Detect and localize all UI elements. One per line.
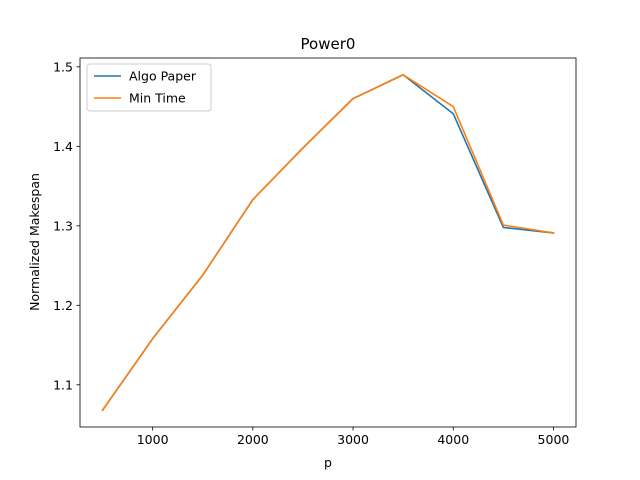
y-tick-label: 1.3 [53, 218, 73, 233]
y-axis-label: Normalized Makespan [27, 173, 42, 311]
plot-area: 1000 2000 3000 4000 5000 1.1 1.2 1.3 1.4 1.5 [53, 57, 577, 447]
series-lines [101, 73, 555, 412]
axes-frame [79, 57, 577, 428]
y-tick-label: 1.2 [53, 298, 73, 313]
x-axis-label: p [324, 455, 332, 470]
legend-entry: Algo Paper [129, 69, 197, 84]
x-tick-label: 5000 [538, 432, 570, 447]
y-axis-ticks: 1.1 1.2 1.3 1.4 1.5 [53, 59, 80, 392]
y-tick-label: 1.4 [53, 139, 73, 154]
x-tick-label: 2000 [237, 432, 269, 447]
chart-title: Power0 [301, 35, 356, 53]
x-axis-ticks: 1000 2000 3000 4000 5000 [137, 427, 570, 447]
x-tick-label: 4000 [437, 432, 469, 447]
legend-entry: Min Time [129, 91, 186, 106]
y-tick-label: 1.5 [53, 59, 73, 74]
legend: Algo Paper Min Time [86, 63, 212, 112]
y-tick-label: 1.1 [53, 377, 73, 392]
x-tick-label: 3000 [337, 432, 369, 447]
x-tick-label: 1000 [137, 432, 169, 447]
series-line-min-time [101, 73, 555, 412]
